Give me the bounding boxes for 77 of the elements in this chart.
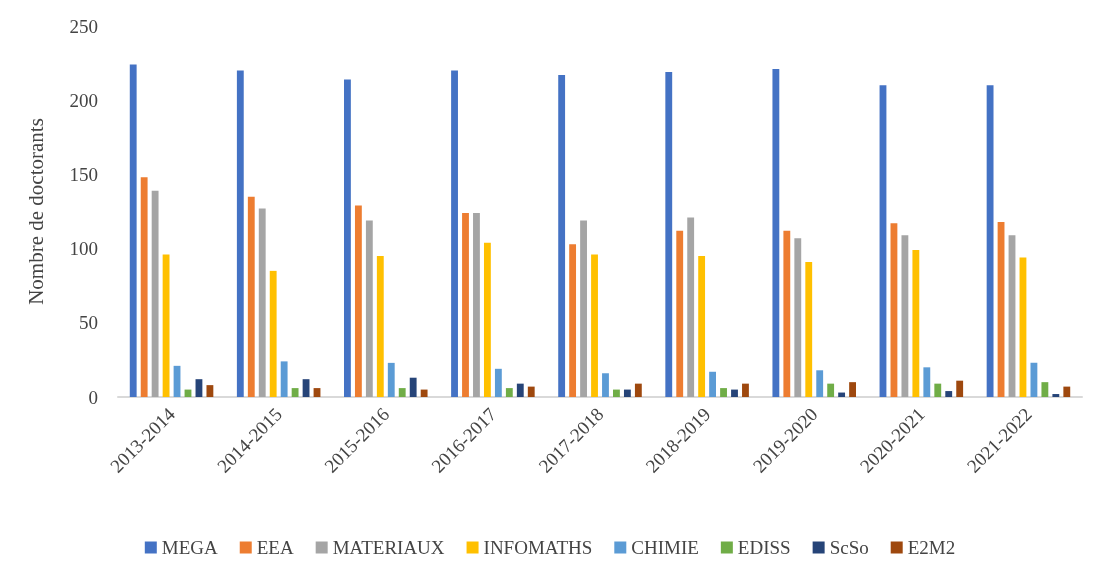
bar <box>473 212 480 397</box>
bar <box>709 371 717 397</box>
y-axis-title: Nombre de doctorants <box>23 118 48 305</box>
bar <box>687 217 695 397</box>
bar <box>794 238 802 397</box>
bar <box>354 205 362 397</box>
bar <box>623 389 631 397</box>
bar <box>613 389 620 397</box>
bar <box>816 370 824 397</box>
bar <box>956 380 964 397</box>
bar <box>945 391 953 397</box>
bar <box>783 230 791 397</box>
bar <box>505 388 513 397</box>
bar <box>129 64 137 397</box>
y-tick-label: 200 <box>69 89 98 111</box>
bar <box>1063 386 1071 397</box>
bar <box>731 389 738 397</box>
bar <box>912 250 920 397</box>
bar <box>665 72 673 397</box>
legend-label: MEGA <box>161 537 219 558</box>
y-tick-label: 250 <box>69 15 98 37</box>
bar <box>602 373 609 397</box>
bar <box>387 362 395 397</box>
bar <box>206 385 214 397</box>
bar <box>451 70 458 397</box>
legend-label: CHIMIE <box>631 537 699 558</box>
bar <box>151 190 159 397</box>
bar <box>365 220 373 397</box>
bar <box>805 261 813 397</box>
legend-label: E2M2 <box>907 537 956 558</box>
bar <box>1041 382 1049 397</box>
bar <box>376 256 384 397</box>
bar <box>698 256 706 397</box>
bar <box>398 388 406 397</box>
legend-label: INFOMATHS <box>483 537 593 558</box>
bar <box>849 382 856 397</box>
y-tick-label: 50 <box>79 312 98 334</box>
bar <box>462 212 469 397</box>
bar <box>494 368 502 397</box>
bar <box>420 389 428 397</box>
bar <box>258 208 266 397</box>
bar <box>280 361 288 397</box>
bar <box>1030 362 1038 397</box>
bar <box>291 388 299 397</box>
legend-label: ScSo <box>829 537 869 558</box>
bar <box>569 244 577 397</box>
y-tick-label: 100 <box>69 238 98 260</box>
y-tick-label: 150 <box>69 163 98 185</box>
bar <box>923 367 931 397</box>
bar <box>901 235 909 397</box>
bar <box>516 383 524 397</box>
legend-label: MATERIAUX <box>332 537 445 558</box>
bar <box>140 177 148 397</box>
y-tick-label: 0 <box>88 386 98 408</box>
bar <box>742 383 749 397</box>
legend-label: EEA <box>256 537 294 558</box>
bar <box>934 383 942 397</box>
bar <box>236 70 244 397</box>
bar <box>634 383 642 397</box>
bar <box>772 69 780 397</box>
bar <box>720 388 727 397</box>
bar <box>676 230 684 397</box>
bar <box>269 270 277 397</box>
bar <box>591 254 598 397</box>
bar <box>986 85 994 397</box>
bar <box>409 377 417 397</box>
bar <box>827 383 835 397</box>
bar <box>162 254 170 397</box>
bar <box>558 74 566 397</box>
bar <box>580 220 587 397</box>
legend-label: EDISS <box>737 537 791 558</box>
bar <box>527 386 535 397</box>
bar <box>1052 394 1060 397</box>
bar <box>483 242 491 397</box>
bar <box>838 392 846 397</box>
bar <box>247 196 255 397</box>
bar <box>344 79 351 397</box>
